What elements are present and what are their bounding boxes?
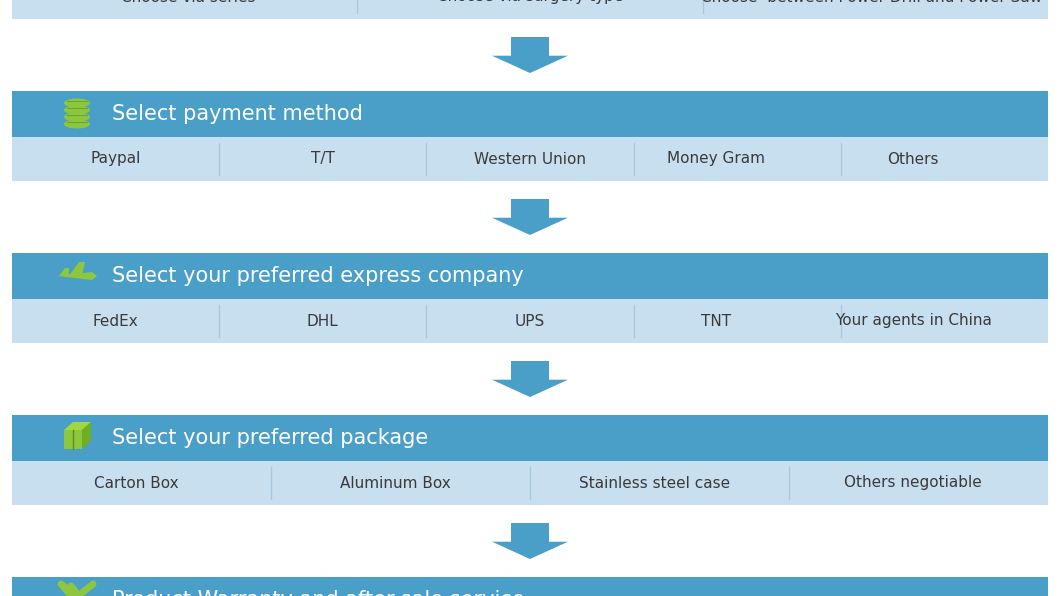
Text: Choose  between Power Drill and Power Saw: Choose between Power Drill and Power Saw bbox=[702, 0, 1042, 5]
Text: Stainless steel case: Stainless steel case bbox=[579, 476, 730, 491]
Text: Others negotiable: Others negotiable bbox=[845, 476, 983, 491]
Text: T/T: T/T bbox=[311, 151, 335, 166]
Text: Select payment method: Select payment method bbox=[112, 104, 363, 124]
Polygon shape bbox=[511, 523, 549, 542]
Polygon shape bbox=[511, 37, 549, 55]
Ellipse shape bbox=[64, 98, 90, 107]
Polygon shape bbox=[492, 218, 568, 235]
Ellipse shape bbox=[64, 105, 90, 114]
Text: Product Warranty and after-sale service: Product Warranty and after-sale service bbox=[112, 590, 525, 596]
Polygon shape bbox=[57, 272, 98, 280]
Ellipse shape bbox=[64, 113, 90, 122]
Text: DHL: DHL bbox=[307, 313, 339, 328]
Bar bbox=[12, 253, 1048, 299]
Polygon shape bbox=[64, 422, 91, 430]
Text: Choose via surgery type: Choose via surgery type bbox=[437, 0, 623, 5]
Polygon shape bbox=[492, 542, 568, 559]
Text: Your agents in China: Your agents in China bbox=[835, 313, 992, 328]
Bar bbox=[12, 577, 1048, 596]
Text: Choose via series: Choose via series bbox=[121, 0, 255, 5]
Text: FedEx: FedEx bbox=[92, 313, 139, 328]
Bar bbox=[12, 461, 1048, 505]
Polygon shape bbox=[82, 422, 91, 449]
Text: Money Gram: Money Gram bbox=[668, 151, 765, 166]
Polygon shape bbox=[492, 380, 568, 397]
Polygon shape bbox=[511, 199, 549, 218]
Bar bbox=[12, 137, 1048, 181]
Bar bbox=[12, 0, 1048, 19]
Text: Western Union: Western Union bbox=[474, 151, 586, 166]
Text: Others: Others bbox=[887, 151, 939, 166]
Text: Aluminum Box: Aluminum Box bbox=[340, 476, 450, 491]
Bar bbox=[12, 415, 1048, 461]
Bar bbox=[12, 299, 1048, 343]
Text: Paypal: Paypal bbox=[90, 151, 141, 166]
Ellipse shape bbox=[64, 120, 90, 129]
Text: Select your preferred express company: Select your preferred express company bbox=[112, 266, 524, 286]
Polygon shape bbox=[64, 430, 82, 449]
Text: TNT: TNT bbox=[702, 313, 731, 328]
Text: Select your preferred package: Select your preferred package bbox=[112, 428, 428, 448]
Polygon shape bbox=[69, 262, 85, 276]
Text: UPS: UPS bbox=[515, 313, 545, 328]
Bar bbox=[12, 91, 1048, 137]
Polygon shape bbox=[511, 361, 549, 380]
Polygon shape bbox=[59, 268, 69, 276]
Polygon shape bbox=[492, 55, 568, 73]
Text: Carton Box: Carton Box bbox=[94, 476, 179, 491]
